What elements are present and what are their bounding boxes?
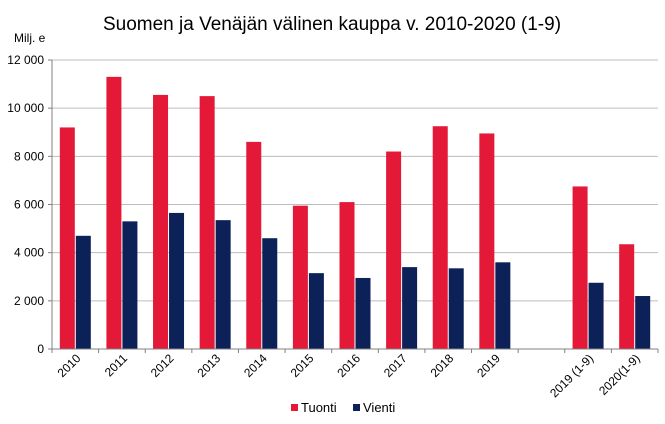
bar-tuonti	[153, 94, 169, 349]
y-tick-label: 8 000	[14, 149, 44, 163]
axes	[51, 60, 658, 350]
y-tick-label: 0	[37, 342, 44, 356]
y-tick-label: 10 000	[7, 101, 44, 115]
bar-tuonti	[106, 76, 122, 349]
bar-vienti	[169, 212, 185, 349]
x-tick-label: 2019 (1-9)	[547, 351, 596, 400]
bar-tuonti	[292, 205, 308, 349]
x-tick-label: 2020(1-9)	[596, 351, 643, 398]
bar-tuonti	[246, 141, 262, 349]
bar-vienti	[355, 277, 371, 349]
bar-tuonti	[59, 127, 75, 349]
bar-vienti	[262, 238, 278, 349]
x-tick-label: 2016	[334, 351, 363, 380]
x-tick-label: 2018	[428, 351, 457, 380]
legend-swatch	[353, 404, 360, 411]
x-axis-ticks: 2010 2011 2012 2013 2014 2015 2016 2017 2018 2019…	[51, 349, 659, 400]
legend-label: Tuonti	[301, 400, 337, 415]
x-tick-label: 2012	[148, 351, 177, 380]
bar-tuonti	[386, 151, 402, 349]
bar-vienti	[635, 296, 651, 349]
legend-label: Vienti	[363, 400, 395, 415]
x-tick-label: 2010	[55, 351, 84, 380]
bar-vienti	[215, 220, 231, 349]
bar-vienti	[588, 282, 604, 349]
chart-title: Suomen ja Venäjän välinen kauppa v. 2010…	[103, 14, 561, 35]
bar-vienti	[448, 268, 464, 349]
x-tick-label: 2015	[288, 351, 317, 380]
gridlines	[52, 59, 658, 302]
bar-tuonti	[339, 202, 355, 349]
bar-tuonti	[479, 133, 495, 349]
y-axis-label: Milj. e	[14, 31, 46, 45]
x-tick-label: 2019	[474, 351, 503, 380]
bar-vienti	[402, 267, 418, 349]
y-tick-label: 2 000	[14, 294, 44, 308]
bar-vienti	[308, 273, 324, 349]
bar-vienti	[75, 235, 91, 349]
bar-vienti	[495, 262, 511, 349]
x-tick-label: 2017	[381, 351, 410, 380]
bar-tuonti	[432, 126, 448, 350]
bar-vienti	[122, 221, 138, 349]
bar-tuonti	[572, 186, 588, 349]
x-tick-label: 2013	[194, 351, 223, 380]
y-axis-ticks: 0 2 000 4 000 6 000 8 000 10 000 12 000	[7, 53, 52, 356]
legend: Tuonti Vienti	[291, 400, 395, 415]
legend-swatch	[291, 404, 298, 411]
bar-tuonti	[199, 96, 215, 349]
bars	[59, 76, 651, 350]
x-tick-label: 2014	[241, 351, 270, 380]
y-tick-label: 6 000	[14, 198, 44, 212]
bar-tuonti	[619, 244, 635, 349]
y-tick-label: 4 000	[14, 246, 44, 260]
y-tick-label: 12 000	[7, 53, 44, 67]
x-tick-label: 2011	[102, 351, 130, 379]
